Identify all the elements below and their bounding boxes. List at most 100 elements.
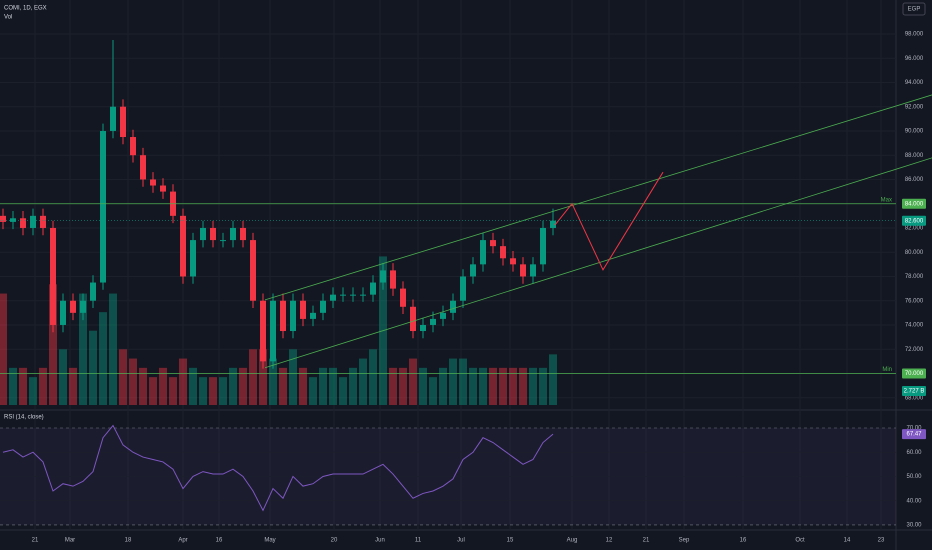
candle-body	[480, 240, 486, 265]
volume-bar	[169, 377, 177, 405]
candle-body	[150, 179, 156, 186]
volume-bar	[99, 312, 107, 405]
candle-body	[180, 215, 186, 277]
candle-body	[250, 240, 256, 301]
candle-body	[10, 218, 16, 222]
projection-path	[554, 171, 664, 271]
volume-bar	[429, 377, 437, 405]
volume-bar	[109, 293, 117, 405]
volume-bar	[509, 367, 517, 405]
volume-bar	[79, 293, 87, 405]
candle-body	[20, 218, 26, 228]
x-tick-label: Oct	[795, 538, 805, 544]
volume-bar	[9, 367, 17, 405]
y-tick-label: 86.000	[905, 177, 924, 183]
candle-body	[120, 106, 126, 138]
x-tick-label: Jul	[457, 538, 465, 544]
candle-body	[200, 227, 206, 241]
candle-body	[430, 318, 436, 325]
symbol-title: COMI, 1D, EGX	[4, 6, 47, 12]
volume-bar	[439, 367, 447, 405]
volume-bar	[259, 349, 267, 405]
volume-bar	[449, 358, 457, 405]
rsi-tick-label: 50.00	[906, 474, 922, 480]
x-tick-label: 15	[507, 538, 514, 544]
x-tick-label: May	[264, 538, 275, 544]
volume-bar	[249, 349, 257, 405]
candle-body	[220, 240, 226, 242]
y-tick-label: 78.000	[905, 274, 924, 280]
volume-bar	[139, 367, 147, 405]
candle-body	[60, 300, 66, 325]
candle-body	[410, 306, 416, 332]
candle-body	[160, 185, 166, 192]
x-tick-label: 12	[606, 538, 613, 544]
currency-box[interactable]	[902, 2, 926, 16]
candle-body	[310, 312, 316, 319]
level-tag	[902, 368, 926, 379]
volume-bar	[319, 367, 327, 405]
last-volume-tag-label: 2.727 B	[904, 389, 925, 395]
candle-body	[520, 264, 526, 277]
candle-body	[470, 264, 476, 277]
candle-body	[130, 137, 136, 156]
candle-body	[490, 240, 496, 247]
volume-bar	[329, 367, 337, 405]
volume-bar	[289, 349, 297, 405]
candle-body	[330, 294, 336, 301]
candle-body	[210, 227, 216, 241]
volume-bar	[299, 367, 307, 405]
volume-bar	[489, 367, 497, 405]
candle-body	[230, 227, 236, 241]
level-name: Max	[881, 197, 892, 203]
candle-body	[440, 312, 446, 319]
volume-bar	[419, 367, 427, 405]
candle-body	[390, 270, 396, 289]
rsi-tick-label: 30.00	[906, 522, 922, 528]
last-price-tag	[902, 215, 926, 226]
y-tick-label: 72.000	[905, 347, 924, 353]
candle-body	[350, 294, 356, 296]
level-name: Min	[882, 367, 892, 373]
volume-bar	[549, 354, 557, 405]
candle-body	[460, 276, 466, 301]
volume-bar	[189, 367, 197, 405]
rsi-title: RSI (14, close)	[4, 415, 44, 421]
volume-bar	[19, 367, 27, 405]
candle-body	[450, 300, 456, 313]
volume-bar	[39, 367, 47, 405]
x-tick-label: Mar	[65, 538, 75, 544]
candle-body	[90, 282, 96, 301]
x-tick-label: 16	[216, 538, 223, 544]
y-tick-label: 92.000	[905, 104, 924, 110]
x-tick-label: Jun	[375, 538, 385, 544]
x-tick-label: 11	[415, 538, 422, 544]
x-tick-label: 14	[844, 538, 851, 544]
candle-body	[510, 258, 516, 265]
volume-bar	[69, 367, 77, 405]
candle-body	[30, 215, 36, 228]
candle-body	[530, 264, 536, 277]
channel-line	[264, 94, 932, 301]
candle-body	[290, 300, 296, 332]
candle-body	[300, 300, 306, 319]
volume-bar	[539, 367, 547, 405]
candle-body	[40, 215, 46, 228]
volume-bar	[229, 367, 237, 405]
candle-body	[110, 106, 116, 131]
volume-bar	[89, 330, 97, 405]
volume-bar	[29, 377, 37, 405]
volume-bar	[309, 377, 317, 405]
candle-body	[270, 300, 276, 362]
candle-body	[360, 294, 366, 296]
volume-bar	[199, 377, 207, 405]
y-tick-label: 98.000	[905, 32, 924, 38]
currency[interactable]: EGP	[908, 7, 921, 13]
volume-bar	[179, 358, 187, 405]
y-tick-label: 96.000	[905, 56, 924, 62]
volume-bar	[409, 358, 417, 405]
candle-body	[400, 288, 406, 307]
x-tick-label: Aug	[567, 538, 578, 544]
candle-body	[370, 282, 376, 295]
volume-bar	[149, 377, 157, 405]
